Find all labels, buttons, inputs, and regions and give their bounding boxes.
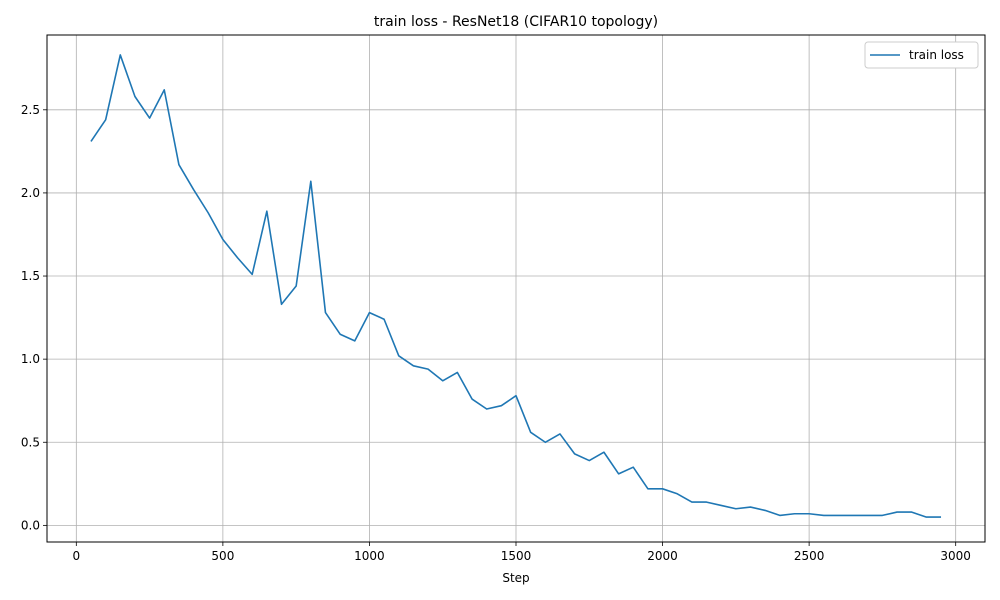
- data-point: [588, 460, 590, 462]
- data-point: [251, 274, 253, 276]
- data-point: [398, 355, 400, 357]
- x-axis-label: Step: [502, 571, 529, 585]
- data-point: [325, 312, 327, 314]
- x-tick-label: 2000: [647, 549, 678, 563]
- data-point: [237, 257, 239, 259]
- x-tick-label: 3000: [940, 549, 971, 563]
- data-point: [706, 501, 708, 503]
- data-point: [735, 508, 737, 510]
- series-line-0: [90, 54, 942, 518]
- data-point: [662, 488, 664, 490]
- data-point: [383, 318, 385, 320]
- data-point: [442, 380, 444, 382]
- data-point: [603, 451, 605, 453]
- data-point: [940, 516, 942, 518]
- data-point: [794, 513, 796, 515]
- data-point: [134, 96, 136, 98]
- x-axis-ticks: 0 500 1000 1500 2000 2500 3000: [72, 542, 971, 563]
- data-point: [163, 89, 165, 91]
- y-tick-label: 0.5: [21, 435, 40, 449]
- data-point: [295, 285, 297, 287]
- data-point: [618, 473, 620, 475]
- data-point: [720, 505, 722, 507]
- data-point: [501, 405, 503, 407]
- data-point: [105, 119, 107, 121]
- data-point: [471, 398, 473, 400]
- data-point: [413, 365, 415, 367]
- data-point: [530, 431, 532, 433]
- y-tick-label: 2.5: [21, 103, 40, 117]
- data-point: [852, 515, 854, 517]
- y-axis-ticks: 0.0 0.5 1.0 1.5 2.0 2.5: [21, 103, 47, 532]
- data-point: [632, 466, 634, 468]
- data-point: [808, 513, 810, 515]
- data-point: [178, 164, 180, 166]
- x-tick-label: 1000: [354, 549, 385, 563]
- data-point: [838, 515, 840, 517]
- data-point: [119, 54, 121, 56]
- y-tick-label: 1.0: [21, 352, 40, 366]
- data-point: [691, 501, 693, 503]
- data-point: [207, 212, 209, 214]
- data-point: [559, 433, 561, 435]
- data-point: [354, 340, 356, 342]
- data-point: [339, 333, 341, 335]
- x-tick-label: 1500: [501, 549, 532, 563]
- chart-title: train loss - ResNet18 (CIFAR10 topology): [374, 14, 658, 30]
- data-point: [676, 493, 678, 495]
- data-point: [926, 516, 928, 518]
- grid: [47, 35, 985, 542]
- data-point: [882, 515, 884, 517]
- data-point: [281, 303, 283, 305]
- data-point: [310, 180, 312, 182]
- legend-label-train-loss: train loss: [909, 48, 964, 62]
- data-point: [266, 210, 268, 212]
- data-point: [90, 141, 92, 143]
- data-point: [427, 368, 429, 370]
- x-tick-label: 0: [72, 549, 80, 563]
- data-point: [515, 395, 517, 397]
- data-point: [896, 511, 898, 513]
- data-point: [867, 515, 869, 517]
- data-point: [149, 117, 151, 119]
- data-point: [647, 488, 649, 490]
- y-tick-label: 1.5: [21, 269, 40, 283]
- data-point: [193, 189, 195, 191]
- data-point: [574, 453, 576, 455]
- data-point: [486, 408, 488, 410]
- x-tick-label: 2500: [794, 549, 825, 563]
- data-point: [779, 515, 781, 517]
- legend-box: [864, 41, 979, 69]
- data-point: [369, 312, 371, 314]
- series-layer: [90, 54, 942, 518]
- legend: train loss: [864, 41, 979, 69]
- data-point: [764, 510, 766, 512]
- y-tick-label: 2.0: [21, 186, 40, 200]
- data-point: [222, 239, 224, 241]
- data-point: [750, 506, 752, 508]
- y-tick-label: 0.0: [21, 518, 40, 532]
- data-point: [911, 511, 913, 513]
- data-point: [457, 372, 459, 374]
- x-tick-label: 500: [211, 549, 234, 563]
- data-point: [545, 441, 547, 443]
- data-point: [823, 515, 825, 517]
